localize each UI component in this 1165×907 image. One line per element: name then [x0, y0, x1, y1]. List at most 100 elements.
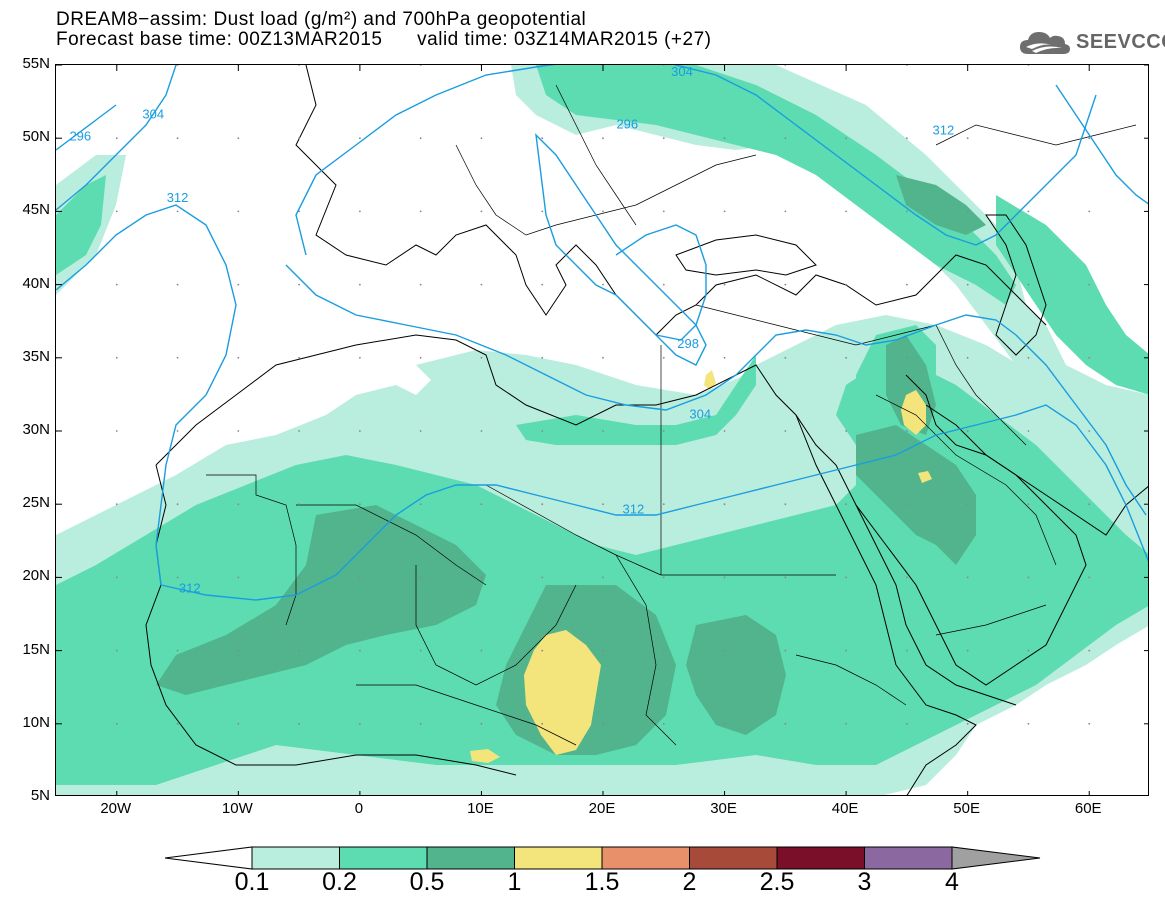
- colorbar-segment: [251, 846, 340, 870]
- grid-dot: [419, 65, 422, 66]
- grid-dot: [1088, 210, 1091, 213]
- grid-dot: [480, 649, 483, 652]
- grid-dot: [723, 283, 726, 286]
- coastline-persian-gulf: [925, 404, 1148, 536]
- coastline-europe: [295, 65, 1047, 336]
- coastline-arabia: [855, 374, 1087, 686]
- coastline-red-sea: [795, 414, 897, 666]
- grid-dot: [176, 356, 179, 359]
- grid-dot: [298, 283, 301, 286]
- grid-dot: [237, 137, 240, 140]
- contour-label: 304: [671, 65, 693, 79]
- border-europe-1: [455, 144, 757, 236]
- contour-304-europe: [295, 65, 1097, 256]
- grid-dot: [1027, 649, 1030, 652]
- grid-dot: [298, 576, 301, 579]
- colorbar-segment: [514, 846, 603, 870]
- lon-tick-label: 20E: [588, 800, 616, 817]
- colorbar-label: 0.1: [234, 868, 270, 896]
- dust-region-dark-arabia: [856, 425, 976, 565]
- dust-fill-layer: [56, 65, 1148, 795]
- grid-dot: [541, 722, 544, 725]
- grid-dot: [176, 576, 179, 579]
- grid-dot: [541, 503, 544, 506]
- grid-dot: [845, 649, 848, 652]
- grid-dot: [358, 210, 361, 213]
- grid-dot: [966, 210, 969, 213]
- border-niger: [415, 565, 577, 686]
- grid-dot: [662, 503, 665, 506]
- grid-dot: [662, 576, 665, 579]
- title-line-2: Forecast base time: 00Z13MAR2015 valid t…: [56, 29, 712, 50]
- dust-region-high-kuwait: [918, 471, 932, 483]
- grid-dot: [115, 503, 118, 506]
- grid-dot: [602, 430, 604, 432]
- grid-dot: [419, 722, 422, 725]
- colorbar-segment: [601, 846, 690, 870]
- dust-region-high-egypt: [704, 370, 716, 390]
- grid-dot: [966, 430, 969, 432]
- grid-dot: [723, 356, 726, 359]
- lat-tick-label: 10N: [22, 713, 50, 731]
- grid-dot: [905, 356, 908, 359]
- grid-dot: [784, 65, 787, 66]
- grid-dot: [1088, 356, 1091, 359]
- colorbar-label: 1: [507, 868, 522, 896]
- lat-tick-label: 20N: [22, 567, 50, 585]
- contour-label: 312: [167, 190, 189, 205]
- grid-dot: [115, 649, 118, 652]
- grid-dot: [237, 503, 240, 506]
- contour-312-west: [56, 204, 237, 586]
- grid-dot: [784, 576, 787, 579]
- grid-dot: [237, 722, 240, 725]
- grid-dot: [602, 722, 604, 725]
- grid-dot: [1027, 137, 1030, 140]
- grid-dot: [784, 503, 787, 506]
- grid-dot: [541, 210, 544, 213]
- grid-dot: [784, 356, 787, 359]
- contour-label: 296: [69, 128, 91, 143]
- grid-dot: [176, 430, 179, 432]
- grid-dot: [905, 65, 908, 66]
- grid-dot: [176, 649, 179, 652]
- grid-dot: [845, 503, 848, 506]
- grid-dot: [905, 137, 908, 140]
- colorbar-label: 3: [857, 868, 872, 896]
- dust-region-medium-europe: [536, 65, 1016, 305]
- grid-dot: [541, 356, 544, 359]
- cloud-icon: [1020, 32, 1070, 54]
- grid-dot: [358, 649, 361, 652]
- grid-dot: [662, 722, 665, 725]
- dust-region-medium-libya: [516, 355, 756, 445]
- grid-dot: [237, 430, 240, 432]
- grid-dot: [966, 137, 969, 140]
- colorbar-segment: [426, 846, 515, 870]
- border-chad-sudan: [615, 554, 677, 746]
- grid-dot: [419, 283, 422, 286]
- contour-304-west: [56, 65, 177, 211]
- lon-tick-label: 20W: [100, 800, 132, 817]
- grid-dot: [662, 210, 665, 213]
- grid-dot: [480, 137, 483, 140]
- grid-dot: [298, 137, 301, 140]
- border-yemen: [935, 604, 1047, 636]
- contour-label: 296: [616, 117, 638, 132]
- border-mali-algeria: [296, 504, 487, 586]
- grid-dot: [905, 283, 908, 286]
- grid-dot: [419, 137, 422, 140]
- title-line-1: DREAM8−assim: Dust load (g/m²) and 700hP…: [56, 9, 587, 30]
- grid-dot: [905, 649, 908, 652]
- grid-dot: [298, 356, 301, 359]
- colorbar-label: 0.2: [322, 868, 357, 896]
- colorbar-segment: [776, 846, 865, 870]
- lat-tick-label: 5N: [30, 787, 50, 804]
- grid-dot: [480, 576, 483, 579]
- dust-region-dark-caspian: [896, 175, 986, 235]
- grid-dot: [1027, 576, 1030, 579]
- grid-dot: [966, 649, 969, 652]
- grid-dot: [662, 283, 665, 286]
- contour-296-west: [56, 104, 117, 151]
- grid-dot: [358, 430, 361, 432]
- grid-dot: [784, 722, 787, 725]
- grid-dot: [602, 356, 604, 359]
